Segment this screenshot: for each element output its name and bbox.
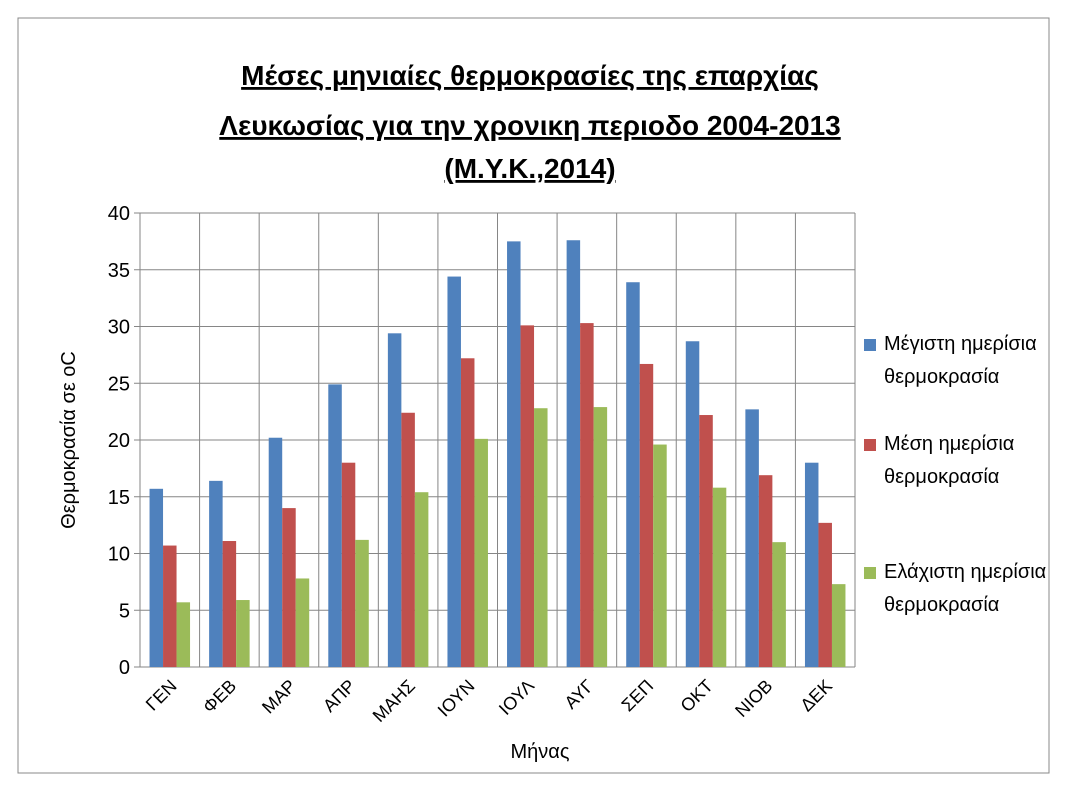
bar xyxy=(474,438,488,667)
y-tick-label: 10 xyxy=(108,544,130,566)
legend-label: Μέγιστη ημερίσια θερμοκρασία xyxy=(884,333,1037,388)
bar xyxy=(685,341,700,667)
y-tick-label: 35 xyxy=(108,260,130,282)
bar xyxy=(236,600,250,667)
bar xyxy=(414,492,429,667)
bar xyxy=(520,325,535,667)
bar xyxy=(460,358,475,667)
bar xyxy=(534,408,548,667)
legend-item: Ελάχιστη ημερίσια θερμοκρασία xyxy=(864,556,1054,622)
y-tick-label: 0 xyxy=(119,657,130,679)
bar xyxy=(580,323,594,667)
y-tick-label: 15 xyxy=(108,487,130,509)
bar xyxy=(355,539,369,667)
bar xyxy=(566,240,581,668)
bar xyxy=(328,384,342,667)
bar xyxy=(209,480,223,667)
bar xyxy=(341,462,356,667)
legend-item: Μέση ημερίσια θερμοκρασία xyxy=(864,428,1054,494)
bar xyxy=(149,488,164,667)
bar xyxy=(626,282,640,667)
bar xyxy=(507,241,521,667)
y-axis-label: Θερμοκρασία σε oC xyxy=(58,351,80,529)
bar xyxy=(699,415,713,667)
bar xyxy=(163,545,177,667)
legend-label: Μέση ημερίσια θερμοκρασία xyxy=(884,433,1015,488)
bar xyxy=(772,542,786,667)
bar xyxy=(712,487,727,667)
bar xyxy=(818,522,832,667)
chart-title: (Μ.Υ.Κ.,2014) xyxy=(444,153,615,184)
bar xyxy=(653,444,667,667)
bar xyxy=(295,578,310,667)
legend-label: Ελάχιστη ημερίσια θερμοκρασία xyxy=(884,561,1047,616)
bar xyxy=(176,602,191,667)
legend-item: Μέγιστη ημερίσια θερμοκρασία xyxy=(864,328,1054,394)
bar xyxy=(593,407,608,667)
legend-swatch xyxy=(864,567,876,579)
bar xyxy=(222,541,237,667)
bar xyxy=(745,409,759,667)
bar xyxy=(268,437,283,667)
bar xyxy=(401,412,415,667)
y-tick-label: 30 xyxy=(108,317,130,339)
bar xyxy=(804,462,819,667)
legend-swatch xyxy=(864,339,876,351)
chart-title: Λευκωσίας για την χρονικη περιοδο 2004-2… xyxy=(219,110,840,141)
y-tick-label: 20 xyxy=(108,430,130,452)
bar xyxy=(639,363,654,667)
bar xyxy=(831,584,846,667)
bar xyxy=(387,333,402,667)
chart-title: Μέσες μηνιαίες θερμοκρασίες της επαρχίας xyxy=(241,60,819,91)
bar xyxy=(447,276,461,667)
legend-swatch xyxy=(864,439,876,451)
x-axis-label: Μήνας xyxy=(511,741,570,763)
bar xyxy=(282,508,296,667)
y-tick-label: 25 xyxy=(108,373,130,395)
y-tick-label: 5 xyxy=(119,600,130,622)
bar xyxy=(758,475,773,667)
y-tick-label: 40 xyxy=(108,203,130,225)
